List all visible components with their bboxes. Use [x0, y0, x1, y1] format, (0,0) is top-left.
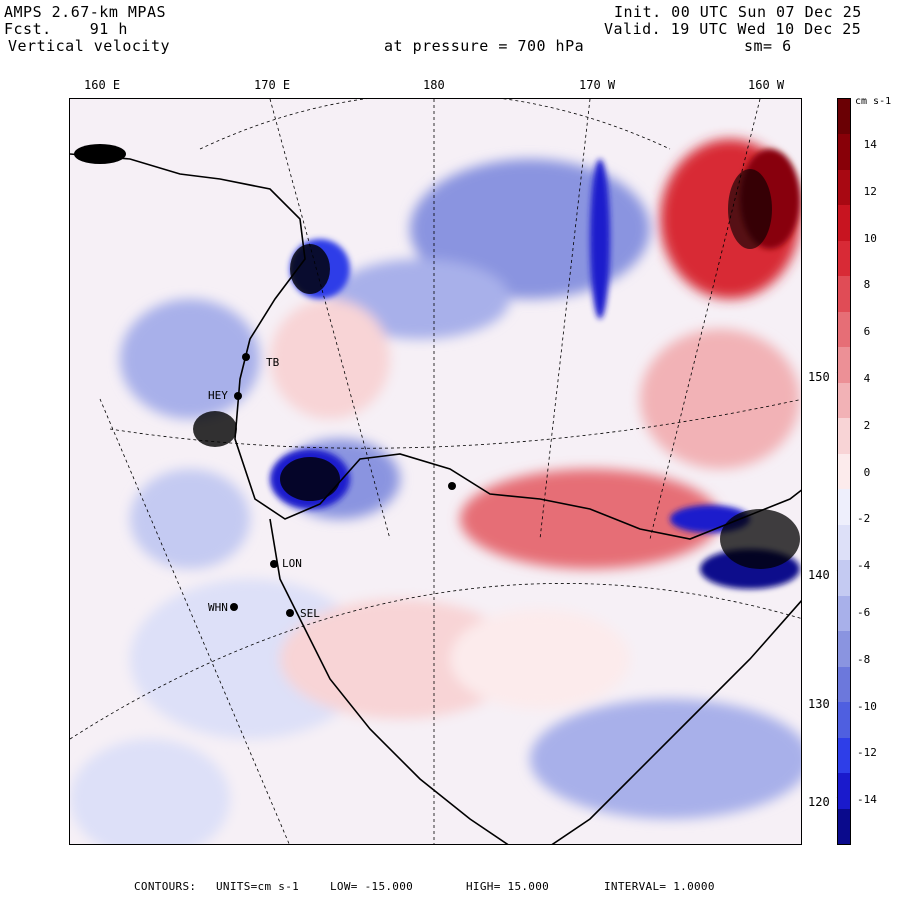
- colorbar: [837, 98, 851, 845]
- lat-label-140w: 140 W: [808, 568, 845, 582]
- forecast-hour: Fcst. 91 h: [4, 21, 128, 38]
- lon-label-170e: 170 E: [254, 78, 291, 92]
- colorbar-tick-label: -12: [857, 746, 877, 760]
- colorbar-segment: [838, 631, 850, 668]
- station-hey: HEY: [208, 389, 228, 402]
- colorbar-tick-label: 0: [857, 465, 871, 479]
- forecast-value: 91 h: [89, 20, 128, 38]
- colorbar-segment: [838, 560, 850, 597]
- contours-units: UNITS=cm s-1: [216, 880, 300, 893]
- colorbar-tick-label: 12: [857, 184, 877, 198]
- station-tb: TB: [266, 356, 280, 369]
- colorbar-segment: [838, 666, 850, 703]
- colorbar-tick-label: -4: [857, 559, 871, 573]
- lon-label-160e: 160 E: [84, 78, 121, 92]
- colorbar-tick-label: 2: [857, 418, 871, 432]
- colorbar-tick-label: 8: [857, 278, 871, 292]
- colorbar-segment: [838, 347, 850, 384]
- station-lon: LON: [282, 557, 302, 570]
- colorbar-tick-label: 4: [857, 372, 871, 385]
- colorbar-tick-label: 10: [857, 231, 877, 245]
- init-time: Init. 00 UTC Sun 07 Dec 25: [614, 3, 862, 21]
- pressure-label: at pressure =: [384, 37, 508, 55]
- station-sel: SEL: [300, 607, 320, 620]
- colorbar-tick-label: 6: [857, 325, 871, 339]
- colorbar-segment: [838, 737, 850, 774]
- pressure-value: 700 hPa: [517, 37, 585, 55]
- field-name: Vertical velocity: [8, 37, 171, 55]
- lon-label-170w: 170 W: [579, 78, 616, 92]
- colorbar-segment: [838, 773, 850, 810]
- colorbar-segment: [838, 702, 850, 739]
- colorbar-segment: [838, 134, 850, 171]
- forecast-label: Fcst.: [4, 20, 52, 38]
- colorbar-segment: [838, 808, 850, 845]
- colorbar-segment: [838, 418, 850, 455]
- colorbar-segment: [838, 453, 850, 490]
- colorbar-tick-label: -8: [857, 652, 871, 666]
- model-title: AMPS 2.67-km MPAS: [4, 3, 167, 21]
- colorbar-segment: [838, 169, 850, 206]
- lat-label-120w: 120 W: [808, 795, 845, 809]
- lon-label-160w: 160 W: [748, 78, 785, 92]
- colorbar-segment: [838, 524, 850, 561]
- colorbar-segment: [838, 99, 850, 135]
- colorbar-segment: [838, 205, 850, 242]
- colorbar-unit: cm s-1: [855, 96, 892, 107]
- station-whn: WHN: [208, 601, 228, 614]
- colorbar-segment: [838, 489, 850, 526]
- valid-time: Valid. 19 UTC Wed 10 Dec 25: [604, 20, 862, 38]
- colorbar-segment: [838, 311, 850, 348]
- colorbar-segment: [838, 595, 850, 632]
- colorbar-segment: [838, 382, 850, 419]
- pressure-level: at pressure = 700 hPa: [384, 38, 584, 55]
- contours-interval: INTERVAL= 1.0000: [604, 880, 715, 893]
- colorbar-tick-label: -6: [857, 606, 871, 619]
- contours-high: HIGH= 15.000: [466, 880, 550, 893]
- colorbar-tick-label: 14: [857, 138, 877, 151]
- colorbar-segment: [838, 240, 850, 277]
- colorbar-tick-label: -14: [857, 793, 877, 807]
- colorbar-segment: [838, 276, 850, 313]
- vertical-velocity-field: [70, 99, 801, 844]
- colorbar-tick-label: -10: [857, 699, 877, 713]
- map-panel: TB HEY LON WHN SEL: [69, 98, 802, 845]
- lon-label-180: 180: [423, 78, 445, 92]
- contours-label: CONTOURS:: [134, 880, 197, 893]
- colorbar-tick-label: -2: [857, 512, 871, 526]
- smoothing: sm= 6: [744, 37, 792, 55]
- contours-low: LOW= -15.000: [330, 880, 414, 893]
